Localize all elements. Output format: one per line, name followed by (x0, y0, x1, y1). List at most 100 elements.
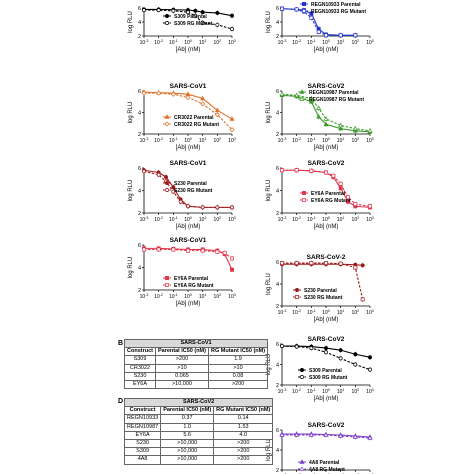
construct-cell: EY6A (123, 430, 162, 441)
ic50-table-sars-cov1: SARS-CoV1 Construct Parental IC50 (nM) R… (123, 338, 269, 390)
data-point (156, 8, 161, 13)
x-tick-label: 101 (199, 216, 207, 223)
data-point (229, 127, 235, 133)
data-point (368, 367, 372, 372)
y-axis-label: log RLU (128, 257, 134, 279)
table-d-col-construct: Construct (123, 406, 162, 416)
legend-label: 4A8 Parental (309, 460, 340, 466)
data-point (142, 8, 146, 13)
x-tick-label: 102 (214, 137, 222, 144)
legend-label: EY6A RG Mutant (311, 198, 351, 204)
chart-title: SARS-CoV2 (308, 160, 345, 167)
data-point (200, 20, 205, 25)
series-line (144, 9, 233, 30)
x-axis-label: [Ab] (nM) (176, 47, 201, 53)
y-tick-label: 2 (276, 468, 279, 474)
data-point (186, 204, 190, 209)
y-axis-label: log RLU (128, 180, 134, 202)
x-tick-exponent: 3 (372, 137, 374, 141)
x-tick-exponent: 3 (234, 293, 236, 297)
parental-ic50-cell: >10,000 (160, 455, 215, 465)
x-tick-label: 102 (352, 309, 360, 316)
construct-cell: REGN10987 (123, 422, 162, 432)
x-tick-label: 10-3 (278, 309, 287, 316)
legend-marker (299, 96, 305, 101)
x-tick-exponent: -2 (160, 137, 163, 141)
legend-marker (165, 181, 169, 185)
x-tick-exponent: -3 (283, 137, 286, 141)
construct-cell: 4A8 (123, 455, 162, 465)
y-tick-label: 4 (276, 111, 279, 117)
x-tick-label: 10-2 (292, 216, 301, 223)
x-tick-label: 103 (366, 216, 374, 223)
data-point (171, 185, 176, 190)
legend-label: EY6A Parental (174, 276, 209, 282)
y-tick-label: 4 (138, 111, 141, 117)
chart-title: SARS-CoV1 (170, 83, 207, 90)
data-point (353, 33, 358, 38)
y-tick-label: 2 (138, 211, 141, 217)
x-tick-exponent: -3 (283, 309, 286, 313)
data-point (308, 432, 314, 437)
x-tick-label: 100 (184, 137, 192, 144)
construct-cell: S230 (123, 439, 162, 449)
data-point (193, 13, 198, 18)
table-b-title: SARS-CoV1 (123, 338, 269, 349)
x-tick-label: 100 (184, 39, 192, 46)
data-point (309, 11, 314, 16)
x-tick-label: 10-2 (292, 309, 301, 316)
y-axis-label: log RLU (266, 273, 272, 295)
x-tick-label: 10-2 (154, 293, 163, 300)
data-point (230, 27, 234, 31)
x-tick-label: 102 (214, 39, 222, 46)
x-tick-exponent: 0 (190, 39, 192, 43)
x-tick-exponent: 3 (372, 309, 374, 313)
y-tick-label: 4 (276, 189, 279, 195)
parental-ic50-cell: >10,000 (160, 447, 215, 457)
parental-ic50-cell: >10 (154, 363, 209, 373)
table-d-col-rg: RG Mutant IC50 (nM) (213, 406, 274, 416)
x-axis-label: [Ab] (nM) (314, 47, 339, 53)
data-point (368, 204, 372, 209)
x-tick-label: 10-3 (140, 293, 149, 300)
data-point (156, 90, 162, 96)
legend-marker (302, 191, 306, 195)
series-line (281, 8, 356, 36)
data-point (193, 8, 198, 13)
x-tick-exponent: -2 (298, 388, 301, 392)
data-point (331, 173, 336, 178)
data-point (353, 362, 358, 367)
data-point (171, 247, 176, 252)
data-point (141, 90, 147, 96)
construct-cell: CR3022 (124, 363, 156, 373)
x-tick-exponent: -2 (160, 216, 163, 220)
x-tick-exponent: -1 (175, 216, 178, 220)
x-axis-label: [Ab] (nM) (314, 145, 339, 151)
construct-cell: S230 (124, 371, 156, 382)
y-axis-label: log RLU (266, 180, 272, 202)
legend-label: 4A8 RG Mutant (309, 467, 345, 473)
data-point (280, 344, 284, 348)
legend-marker (165, 283, 169, 287)
y-tick-label: 2 (276, 132, 279, 138)
data-point (368, 355, 372, 360)
x-tick-label: 100 (322, 216, 330, 223)
y-tick-label: 6 (276, 260, 279, 266)
data-point (338, 348, 343, 353)
data-point (324, 170, 328, 175)
y-tick-label: 6 (276, 89, 279, 95)
legend-marker (299, 89, 305, 94)
legend-label: CR3022 RG Mutant (174, 122, 219, 128)
data-point (309, 168, 314, 173)
rg-mutant-ic50-cell: 1.9 (207, 355, 269, 365)
x-tick-label: 10-3 (278, 39, 287, 46)
legend-label: EY6A RG Mutant (174, 283, 214, 289)
x-tick-label: 102 (214, 293, 222, 300)
table-b-col-rg: RG Mutant IC50 (nM) (207, 347, 269, 357)
x-tick-exponent: -1 (313, 39, 316, 43)
series-rg-mutant (280, 343, 372, 373)
